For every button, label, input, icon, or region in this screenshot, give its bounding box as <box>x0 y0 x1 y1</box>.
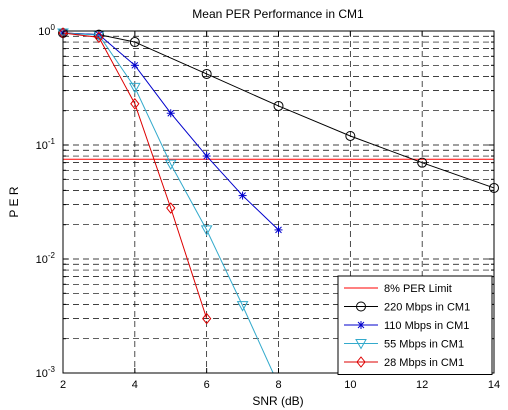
y-axis-label: P E R <box>7 186 21 217</box>
data-point <box>355 339 367 350</box>
y-tick-label: 10-1 <box>36 137 56 152</box>
series-layer <box>57 27 499 374</box>
data-point <box>94 31 104 44</box>
y-tick-label: 10-3 <box>36 365 56 380</box>
data-point <box>200 225 213 236</box>
data-point <box>356 301 366 312</box>
data-point <box>274 225 283 234</box>
x-tick-label: 10 <box>344 379 356 391</box>
data-point <box>273 100 284 111</box>
data-point <box>202 152 211 161</box>
data-point <box>202 312 212 325</box>
axis-ticks: 2 4 6 8 10 12 14 10-3 10-2 10-1 100 <box>36 23 501 391</box>
legend-label: 55 Mbps in CM1 <box>384 339 464 351</box>
data-point <box>201 68 212 79</box>
data-point <box>129 37 140 48</box>
x-axis-label: SNR (dB) <box>252 394 303 408</box>
y-tick-label: 10-2 <box>36 251 56 266</box>
x-tick-label: 14 <box>488 379 500 391</box>
data-point <box>238 191 247 200</box>
legend-label: 8% PER Limit <box>384 283 452 295</box>
data-point <box>130 61 139 70</box>
legend-label: 110 Mbps in CM1 <box>384 320 469 332</box>
chart-title: Mean PER Performance in CM1 <box>192 7 364 21</box>
data-point <box>164 159 177 171</box>
grid <box>63 31 494 373</box>
x-tick-label: 12 <box>416 379 428 391</box>
x-tick-label: 8 <box>275 379 281 391</box>
y-tick-label: 100 <box>38 23 55 38</box>
data-point <box>128 82 141 94</box>
data-point <box>236 301 249 312</box>
legend-label: 28 Mbps in CM1 <box>384 357 464 369</box>
series-line <box>62 32 274 374</box>
legend-label: 220 Mbps in CM1 <box>384 302 470 314</box>
data-point <box>357 321 365 329</box>
data-point <box>356 356 366 368</box>
x-tick-label: 4 <box>132 379 138 391</box>
data-point <box>345 130 356 141</box>
x-tick-label: 2 <box>60 379 66 391</box>
series-line <box>62 32 208 319</box>
data-point <box>166 109 175 118</box>
x-tick-label: 6 <box>204 379 210 391</box>
series-line <box>62 32 495 189</box>
data-point <box>166 202 176 214</box>
data-point <box>130 97 140 110</box>
data-point <box>417 157 428 168</box>
legend: 8% PER Limit 220 Mbps in CM1 110 Mbps in C… <box>337 275 493 375</box>
